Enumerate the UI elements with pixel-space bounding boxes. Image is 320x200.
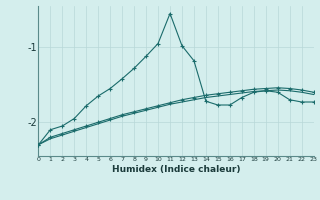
X-axis label: Humidex (Indice chaleur): Humidex (Indice chaleur) (112, 165, 240, 174)
